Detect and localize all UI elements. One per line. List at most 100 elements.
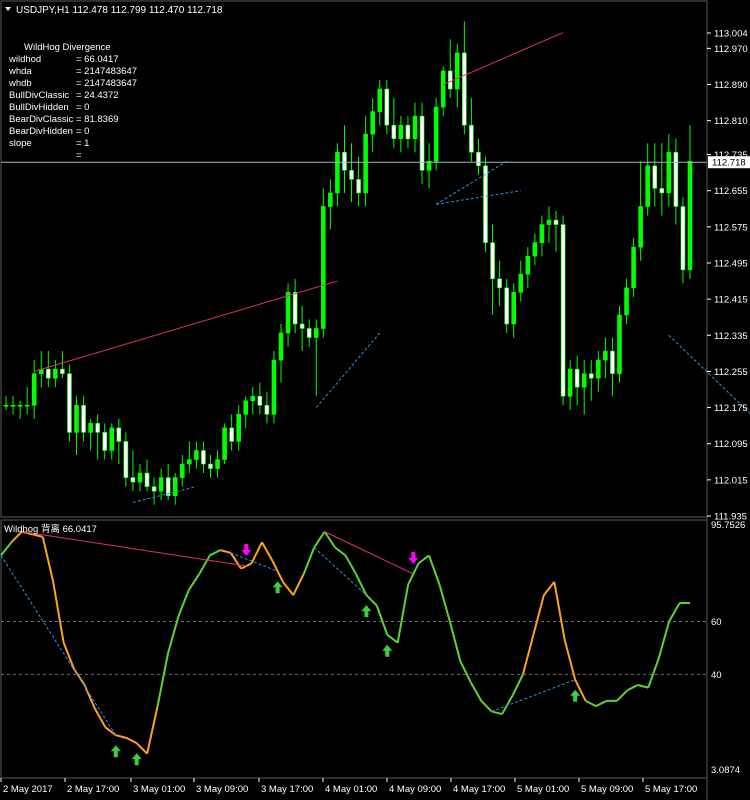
candle-body bbox=[151, 486, 157, 492]
info-row-key: slope bbox=[9, 138, 32, 149]
price-tick-label: 112.655 bbox=[714, 186, 748, 197]
candle-body bbox=[194, 450, 199, 460]
candle-body bbox=[483, 165, 488, 243]
candle-body bbox=[306, 328, 312, 338]
candle-body bbox=[588, 373, 594, 379]
arrow-down-icon bbox=[241, 544, 252, 557]
current-price-box bbox=[708, 156, 750, 169]
price-panel[interactable] bbox=[0, 0, 750, 518]
price-tick-label: 113.004 bbox=[714, 29, 748, 40]
oscillator-segment bbox=[62, 642, 76, 670]
candle-body bbox=[447, 70, 453, 90]
oscillator-segment bbox=[375, 605, 389, 636]
oscillator-segment bbox=[574, 679, 587, 702]
oscillator-segment bbox=[543, 581, 556, 596]
candle-body bbox=[511, 292, 517, 325]
oscillator-segment bbox=[125, 736, 138, 745]
oscillator-segment bbox=[511, 673, 524, 696]
info-row-value: = 0 bbox=[76, 126, 89, 137]
signal-arrows bbox=[110, 544, 581, 766]
info-row-key: BullDivClassic bbox=[9, 90, 69, 101]
candle-body bbox=[398, 124, 404, 140]
oscillator-segment bbox=[94, 708, 107, 728]
candles[interactable] bbox=[3, 21, 693, 505]
candle-body bbox=[631, 246, 636, 289]
candle-body bbox=[490, 242, 495, 280]
candle-body bbox=[405, 124, 411, 140]
price-tick-label: 112.415 bbox=[714, 295, 748, 306]
oscillator-segment bbox=[355, 573, 368, 596]
bear-divergence-line bbox=[34, 280, 338, 372]
candle-body bbox=[624, 287, 629, 316]
bull-divergence-line bbox=[668, 334, 750, 414]
price-tick-label: 112.175 bbox=[714, 403, 748, 414]
candle-body bbox=[60, 368, 65, 374]
candle-body bbox=[680, 206, 686, 271]
price-tick-label: 112.335 bbox=[714, 331, 748, 342]
candle-body bbox=[370, 111, 375, 135]
candle-body bbox=[440, 70, 446, 108]
candle-body bbox=[137, 472, 143, 483]
oscillator-segment bbox=[365, 594, 378, 607]
oscillator-segment bbox=[637, 684, 649, 689]
candle-body bbox=[596, 359, 601, 379]
candle-body bbox=[391, 124, 397, 140]
oscillator-segment bbox=[136, 742, 148, 755]
oscillator-segment bbox=[459, 660, 472, 683]
price-tick-label: 112.255 bbox=[714, 367, 748, 378]
candle-body bbox=[525, 255, 531, 275]
candle-body bbox=[158, 477, 164, 492]
time-tick-label: 4 May 01:00 bbox=[325, 784, 377, 795]
candle-body bbox=[454, 52, 460, 90]
candle-body bbox=[208, 463, 213, 469]
info-row-value: = 24.4372 bbox=[76, 90, 119, 101]
time-tick-label: 3 May 09:00 bbox=[196, 784, 248, 795]
time-tick-label: 5 May 01:00 bbox=[517, 784, 569, 795]
candle-body bbox=[462, 52, 467, 126]
price-tick-label: 112.575 bbox=[714, 222, 748, 233]
oscillator-segment bbox=[428, 555, 441, 585]
candle-body bbox=[229, 427, 234, 442]
candle-body bbox=[638, 206, 643, 248]
oscillator-segment bbox=[480, 700, 493, 713]
current-price-label: 112.718 bbox=[712, 158, 746, 169]
info-panel: WildHog Divergence wildhod = 66.0417 whda =… bbox=[8, 42, 137, 161]
candle-body bbox=[10, 405, 16, 407]
indicator-tick-label: 3.0874 bbox=[711, 765, 740, 776]
oscillator-segment bbox=[73, 668, 86, 686]
candle-body bbox=[17, 405, 23, 407]
candle-body bbox=[179, 463, 185, 478]
oscillator-segment bbox=[501, 695, 514, 715]
oscillator-segment bbox=[0, 541, 13, 557]
indicator-panel[interactable]: Wildhog 背离 66.0417 95.7526 60 40 3.0874 bbox=[0, 519, 745, 779]
chevron-down-icon[interactable] bbox=[5, 7, 11, 11]
info-row-value: = 81.8369 bbox=[76, 114, 119, 125]
info-row-value: = 0 bbox=[76, 102, 89, 113]
candle-body bbox=[53, 368, 58, 379]
oscillator-segment bbox=[282, 581, 295, 596]
candle-body bbox=[243, 400, 249, 415]
info-panel-title: WildHog Divergence bbox=[24, 42, 111, 53]
info-row-key: BullDivHidden bbox=[9, 102, 69, 113]
candle-body bbox=[165, 477, 171, 496]
arrow-up-icon bbox=[570, 689, 581, 702]
oscillator-segment bbox=[396, 584, 410, 643]
arrow-up-icon bbox=[131, 753, 142, 766]
oscillator-segment bbox=[261, 541, 274, 562]
symbol-header[interactable]: USDJPY,H1 112.478 112.799 112.470 112.71… bbox=[5, 5, 223, 16]
candle-body bbox=[567, 368, 573, 397]
candle-body bbox=[469, 124, 474, 153]
candle-body bbox=[46, 368, 51, 379]
candle-body bbox=[433, 106, 439, 162]
oscillator-segment bbox=[313, 531, 326, 549]
candle-body bbox=[215, 459, 220, 469]
oscillator-segment bbox=[438, 584, 451, 622]
info-panel-rows: wildhod = 66.0417 whda = 2147483647 whdb = 21… bbox=[8, 54, 137, 161]
symbol-header-text: USDJPY,H1 112.478 112.799 112.470 112.71… bbox=[16, 5, 223, 16]
oscillator-segment bbox=[83, 684, 96, 710]
oscillator-segment bbox=[657, 621, 671, 659]
candle-body bbox=[130, 477, 136, 483]
candle-body bbox=[257, 395, 263, 406]
